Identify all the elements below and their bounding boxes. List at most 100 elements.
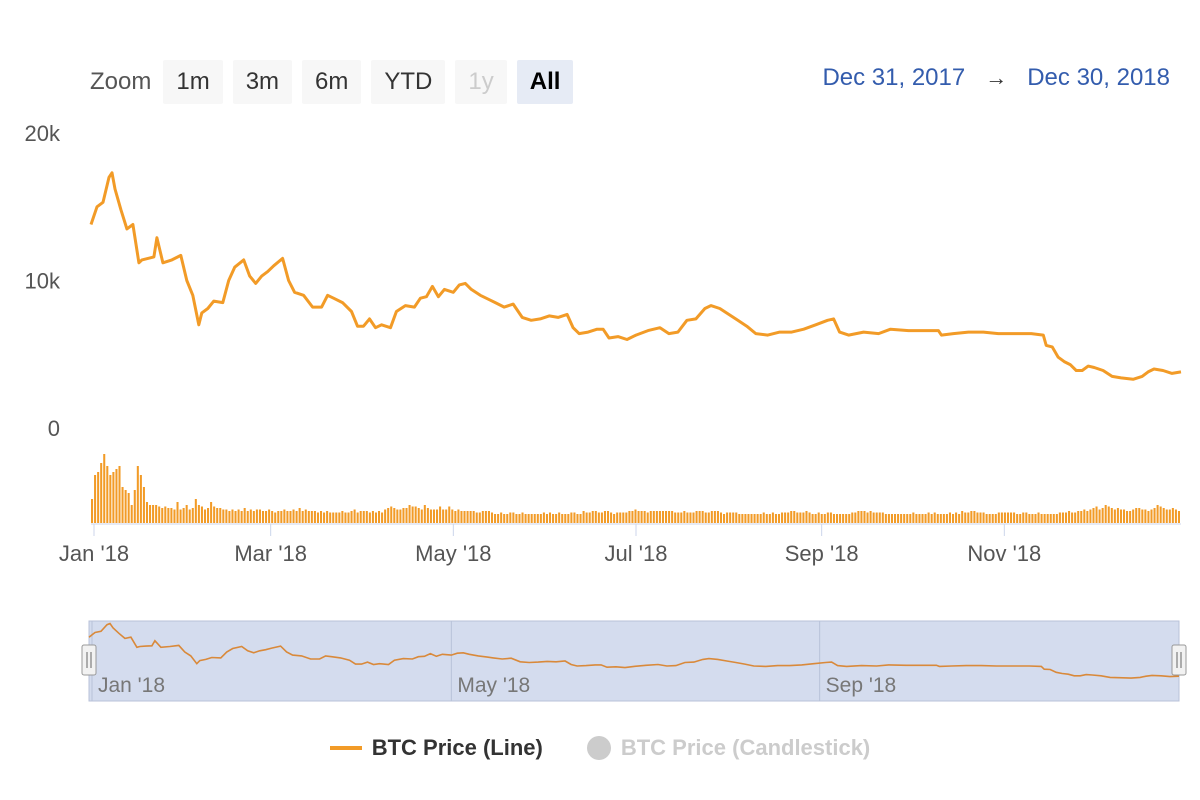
volume-bar	[729, 512, 732, 523]
volume-bar	[1010, 512, 1013, 523]
price-chart: 0 10k 20k Jan '18 Mar '18 May '18 Jul '18 Sep '…	[25, 121, 1187, 702]
x-tick-label: Mar '18	[234, 541, 307, 566]
volume-bar	[903, 514, 906, 523]
volume-bar	[561, 514, 564, 523]
volume-bar	[139, 475, 142, 523]
volume-bar	[295, 511, 298, 523]
volume-bar	[665, 511, 668, 523]
volume-bar	[588, 512, 591, 523]
legend-item-line[interactable]: BTC Price (Line)	[329, 735, 543, 761]
volume-bar	[432, 509, 436, 523]
volume-bar	[774, 514, 777, 523]
volume-bar	[579, 514, 582, 523]
volume-bar	[692, 512, 695, 523]
volume-bar	[390, 506, 393, 523]
zoom-button-3m[interactable]: 3m	[232, 60, 293, 104]
volume-bar	[689, 512, 692, 523]
volume-bar	[600, 512, 603, 523]
volume-bar	[927, 512, 930, 523]
volume-bar	[176, 502, 179, 523]
volume-bar	[112, 472, 115, 523]
volume-bar	[378, 511, 381, 523]
volume-bar	[613, 514, 616, 523]
volume-bar	[149, 505, 152, 523]
volume-bar	[1080, 511, 1083, 523]
volume-bar	[765, 514, 768, 523]
volume-bar	[869, 511, 872, 523]
volume-bar	[439, 506, 442, 523]
zoom-label: Zoom	[90, 68, 152, 95]
volume-bar	[890, 514, 893, 523]
range-to-date[interactable]: Dec 30, 2018	[1027, 64, 1170, 91]
zoom-button-1m[interactable]: 1m	[163, 60, 223, 104]
volume-bar	[170, 508, 173, 523]
volume-bar	[408, 505, 411, 523]
volume-bar	[411, 506, 414, 523]
volume-bar	[530, 514, 533, 523]
volume-bar	[1068, 511, 1071, 523]
volume-bar	[1126, 511, 1129, 523]
volume-bar	[1122, 509, 1126, 523]
volume-bar	[658, 511, 661, 523]
volume-bar	[429, 509, 432, 523]
zoom-button-6m[interactable]: 6m	[302, 60, 362, 104]
volume-bar	[121, 487, 124, 523]
volume-bar	[203, 509, 207, 523]
volume-bar	[142, 487, 145, 523]
volume-bar	[747, 514, 750, 523]
volume-bar	[115, 469, 118, 523]
zoom-button-ytd[interactable]: YTD	[371, 60, 446, 104]
volume-bar	[423, 505, 426, 523]
volume-bar	[741, 514, 744, 523]
volume-bar	[805, 511, 808, 523]
volume-bar	[646, 512, 649, 523]
volume-bar	[704, 512, 707, 523]
volume-bar	[381, 512, 384, 523]
navigator-right-handle[interactable]	[1171, 644, 1187, 676]
volume-bar	[1077, 511, 1080, 523]
volume-bar	[622, 512, 625, 523]
chart-legend: BTC Price (Line) BTC Price (Candlestick)	[0, 728, 1200, 768]
volume-bar	[1171, 508, 1174, 523]
volume-bar	[817, 512, 820, 523]
volume-bar	[1040, 514, 1043, 523]
volume-bar	[319, 511, 323, 523]
volume-bar	[973, 511, 976, 523]
volume-bar	[109, 475, 112, 523]
volume-bar	[784, 512, 787, 523]
volume-bar	[197, 505, 200, 523]
volume-bar	[353, 509, 356, 523]
volume-bar	[442, 509, 445, 523]
volume-bar	[515, 514, 518, 523]
volume-bar	[152, 505, 155, 523]
volume-bar	[967, 512, 970, 523]
volume-bar	[811, 514, 814, 523]
volume-bar	[100, 463, 103, 523]
volume-bar	[991, 514, 994, 523]
volume-bar	[955, 512, 958, 523]
volume-bar	[542, 512, 545, 523]
volume-bar	[835, 514, 839, 523]
navigator-left-handle[interactable]	[81, 644, 97, 676]
volume-bar	[310, 511, 313, 523]
volume-bar	[631, 511, 634, 523]
volume-bar	[469, 511, 472, 523]
volume-bar	[677, 512, 680, 523]
x-tick-label: May '18	[415, 541, 491, 566]
volume-bar	[1031, 514, 1034, 523]
legend-item-candlestick[interactable]: BTC Price (Candlestick)	[586, 735, 870, 761]
series-line-btc-price	[89, 171, 1182, 381]
volume-bar	[851, 512, 854, 523]
zoom-button-all[interactable]: All	[516, 60, 574, 104]
volume-bar	[207, 508, 210, 523]
volume-bar	[326, 511, 329, 523]
volume-bar	[1089, 509, 1092, 523]
volume-bar	[497, 514, 500, 523]
volume-bar	[158, 506, 161, 523]
volume-bar	[298, 508, 301, 523]
volume-bar	[552, 514, 555, 523]
range-from-date[interactable]: Dec 31, 2017	[822, 64, 966, 91]
volume-bar	[710, 511, 713, 523]
volume-bar	[814, 514, 817, 523]
volume-bar	[503, 514, 506, 523]
